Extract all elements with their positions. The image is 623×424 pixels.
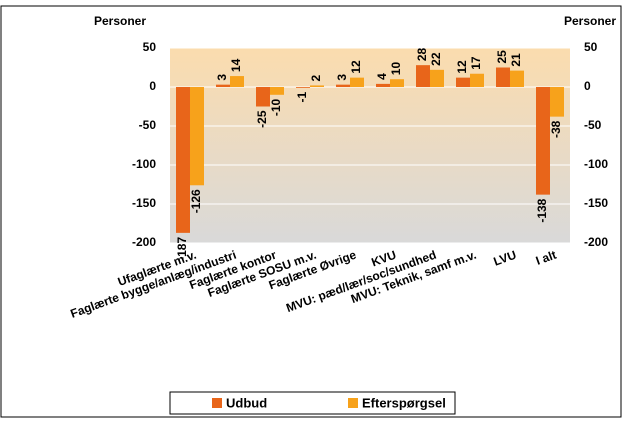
legend-box	[169, 391, 456, 415]
data-label: -10	[269, 98, 283, 116]
data-label: 2	[309, 74, 323, 81]
data-label: 28	[415, 47, 429, 61]
data-label: 12	[349, 60, 363, 74]
data-label: 22	[429, 52, 443, 66]
x-tick-label: I alt	[534, 248, 558, 268]
y-tick-label: 50	[143, 40, 157, 54]
bar	[296, 87, 310, 88]
bar	[416, 65, 430, 87]
data-label: -38	[549, 120, 563, 138]
data-label: -1	[295, 91, 309, 102]
bar	[190, 87, 204, 186]
bar	[216, 84, 230, 87]
bar	[350, 77, 364, 87]
y2-tick-label: 50	[584, 40, 598, 54]
bar	[176, 87, 190, 233]
bar	[430, 69, 444, 87]
y2-tick-label: -100	[584, 157, 608, 171]
y-tick-label: -200	[132, 235, 156, 249]
y2-tick-label: 0	[584, 79, 591, 93]
bar	[496, 67, 510, 87]
y2-tick-label: -50	[584, 118, 602, 132]
data-label: -187	[175, 237, 189, 261]
bar	[550, 87, 564, 117]
y-axis-label: Personer	[94, 14, 146, 28]
bar	[336, 84, 350, 87]
y-tick-label: -50	[139, 118, 157, 132]
bar	[376, 83, 390, 87]
data-label: 10	[389, 62, 403, 76]
data-label: 3	[215, 74, 229, 81]
bar	[256, 87, 270, 107]
data-label: -126	[189, 189, 203, 213]
legend-label: Efterspørgsel	[362, 395, 446, 410]
legend-label: Udbud	[226, 395, 267, 410]
data-label: 12	[455, 60, 469, 74]
data-label: 14	[229, 58, 243, 72]
bar	[230, 76, 244, 87]
legend-swatch	[212, 398, 222, 408]
data-label: 17	[469, 56, 483, 70]
y2-tick-label: -150	[584, 196, 608, 210]
data-label: 3	[335, 74, 349, 81]
data-label: 25	[495, 50, 509, 64]
y2-axis-label: Personer	[564, 14, 616, 28]
legend-swatch	[348, 398, 358, 408]
bar	[270, 87, 284, 95]
bar	[390, 79, 404, 87]
y-tick-label: 0	[149, 79, 156, 93]
data-label: 21	[509, 53, 523, 67]
bar	[456, 77, 470, 87]
data-label: 4	[375, 73, 389, 80]
bar	[470, 73, 484, 87]
data-label: -25	[255, 110, 269, 128]
bar	[510, 70, 524, 87]
y-tick-label: -100	[132, 157, 156, 171]
y2-tick-label: -200	[584, 235, 608, 249]
data-label: -138	[535, 198, 549, 222]
bar	[310, 85, 324, 87]
bar	[536, 87, 550, 195]
y-tick-label: -150	[132, 196, 156, 210]
